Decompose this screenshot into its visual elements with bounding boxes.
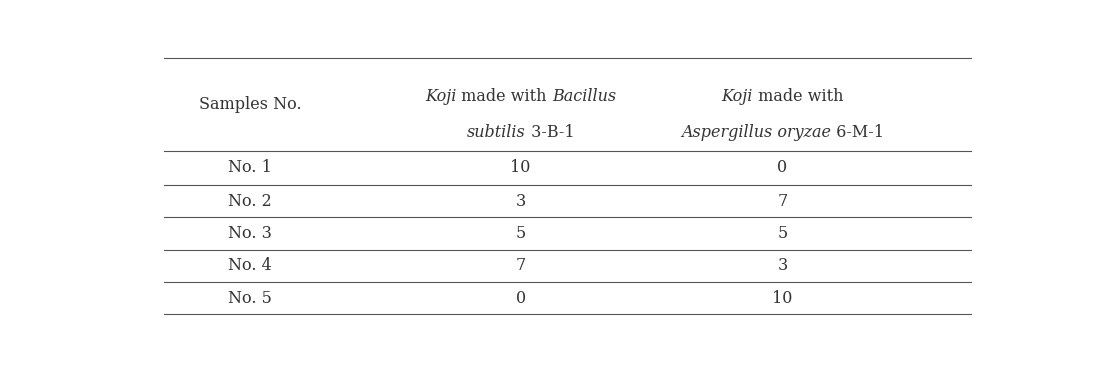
Text: 5: 5	[778, 225, 788, 242]
Text: No. 1: No. 1	[228, 160, 273, 176]
Text: Koji: Koji	[425, 87, 456, 105]
Text: No. 3: No. 3	[228, 225, 273, 242]
Text: 5: 5	[515, 225, 526, 242]
Text: made with: made with	[753, 87, 843, 105]
Text: 3-B-1: 3-B-1	[525, 124, 574, 141]
Text: 7: 7	[778, 193, 788, 209]
Text: 3: 3	[778, 257, 788, 274]
Text: 3: 3	[515, 193, 526, 209]
Text: No. 5: No. 5	[228, 290, 273, 307]
Text: 10: 10	[772, 290, 792, 307]
Text: Samples No.: Samples No.	[198, 96, 301, 113]
Text: 0: 0	[515, 290, 525, 307]
Text: Bacillus: Bacillus	[552, 87, 616, 105]
Text: 10: 10	[511, 160, 531, 176]
Text: 6-M-1: 6-M-1	[831, 124, 884, 141]
Text: made with: made with	[456, 87, 552, 105]
Text: subtilis: subtilis	[466, 124, 525, 141]
Text: 7: 7	[515, 257, 526, 274]
Text: Koji: Koji	[721, 87, 753, 105]
Text: Aspergillus oryzae: Aspergillus oryzae	[681, 124, 831, 141]
Text: No. 4: No. 4	[228, 257, 271, 274]
Text: No. 2: No. 2	[228, 193, 271, 209]
Text: 0: 0	[778, 160, 788, 176]
